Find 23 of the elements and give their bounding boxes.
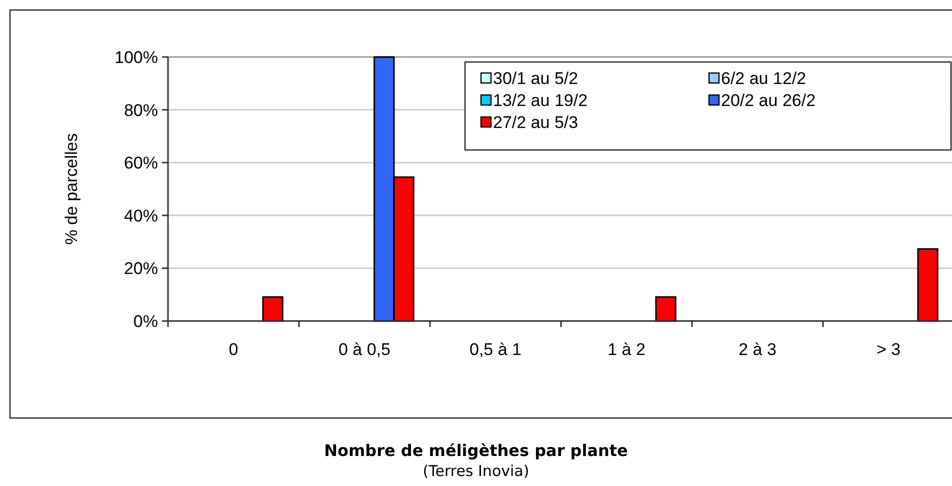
x-tick-label: 1 à 2: [608, 340, 646, 359]
y-axis-title: % de parcelles: [62, 133, 81, 245]
legend-label: 30/1 au 5/2: [493, 68, 578, 88]
y-tick-label: 0%: [133, 312, 158, 331]
legend-label: 13/2 au 19/2: [493, 90, 588, 110]
text: (Terres Inovia): [422, 462, 530, 480]
y-tick-label: 60%: [124, 154, 158, 173]
bar: [262, 296, 284, 322]
x-tick-label: 0: [228, 340, 238, 359]
bar: [917, 248, 938, 322]
text: Nombre de méligèthes par plante: [324, 441, 628, 460]
x-tick-label: > 3: [876, 340, 901, 359]
y-tick-label: 20%: [124, 259, 158, 278]
bar: [655, 296, 676, 322]
y-tick-label: 40%: [124, 206, 158, 226]
y-tick-label: 80%: [124, 100, 158, 120]
legend-label: 6/2 au 12/2: [721, 68, 806, 88]
y-tick-label: 100%: [114, 48, 158, 67]
x-tick-label: 0 à 0,5: [338, 340, 390, 359]
legend-label: 20/2 au 26/2: [721, 90, 816, 110]
legend-label: 27/2 au 5/3: [493, 112, 578, 132]
x-tick-label: 0,5 à 1: [470, 340, 522, 359]
x-tick-label: 2 à 3: [738, 340, 776, 359]
